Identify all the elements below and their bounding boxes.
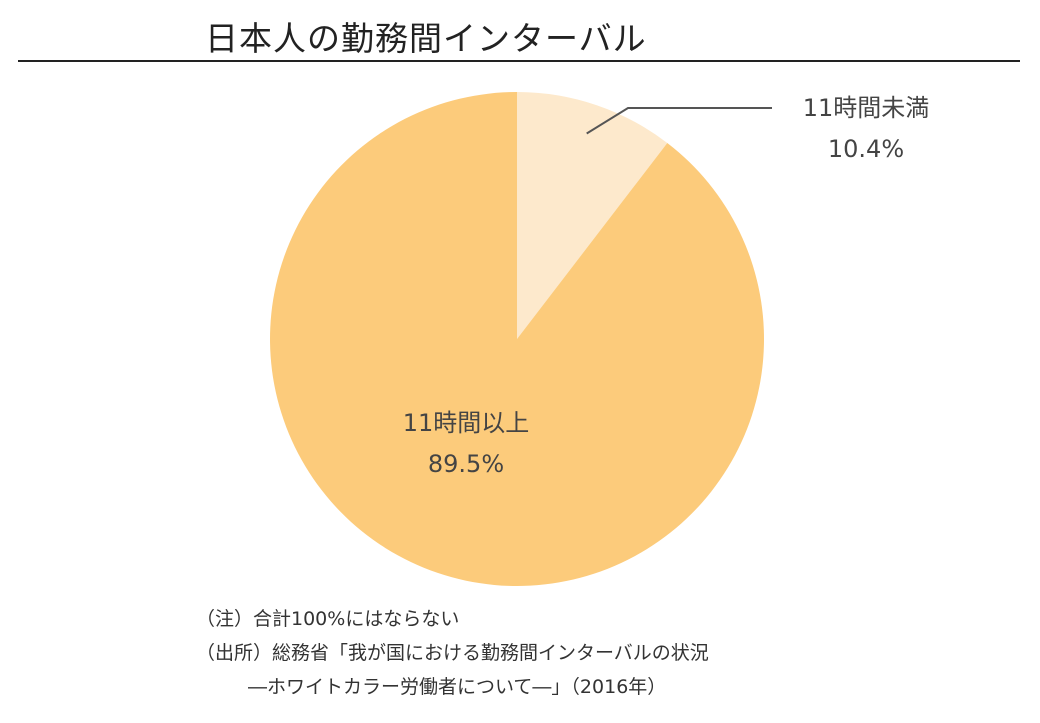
footnote-note: （注）合計100%にはならない: [196, 608, 460, 630]
pie-slice-over-11h: [270, 92, 765, 586]
title-divider: [18, 60, 1020, 62]
slice-value-under-11h: 10.4%: [828, 135, 904, 163]
footnote-source: （出所）総務省「我が国における勤務間インターバルの状況: [196, 642, 709, 664]
leader-line-under-11h: [586, 107, 772, 135]
slice-label-under-11h: 11時間未満: [803, 94, 930, 122]
footnote-source-continued: ―ホワイトカラー労働者について―」（2016年）: [248, 676, 667, 698]
slice-value-over-11h: 89.5%: [428, 450, 504, 478]
chart-title: 日本人の勤務間インターバル: [205, 19, 647, 58]
pie-slice-under-11h: [517, 92, 668, 339]
slice-label-over-11h: 11時間以上: [403, 409, 530, 437]
